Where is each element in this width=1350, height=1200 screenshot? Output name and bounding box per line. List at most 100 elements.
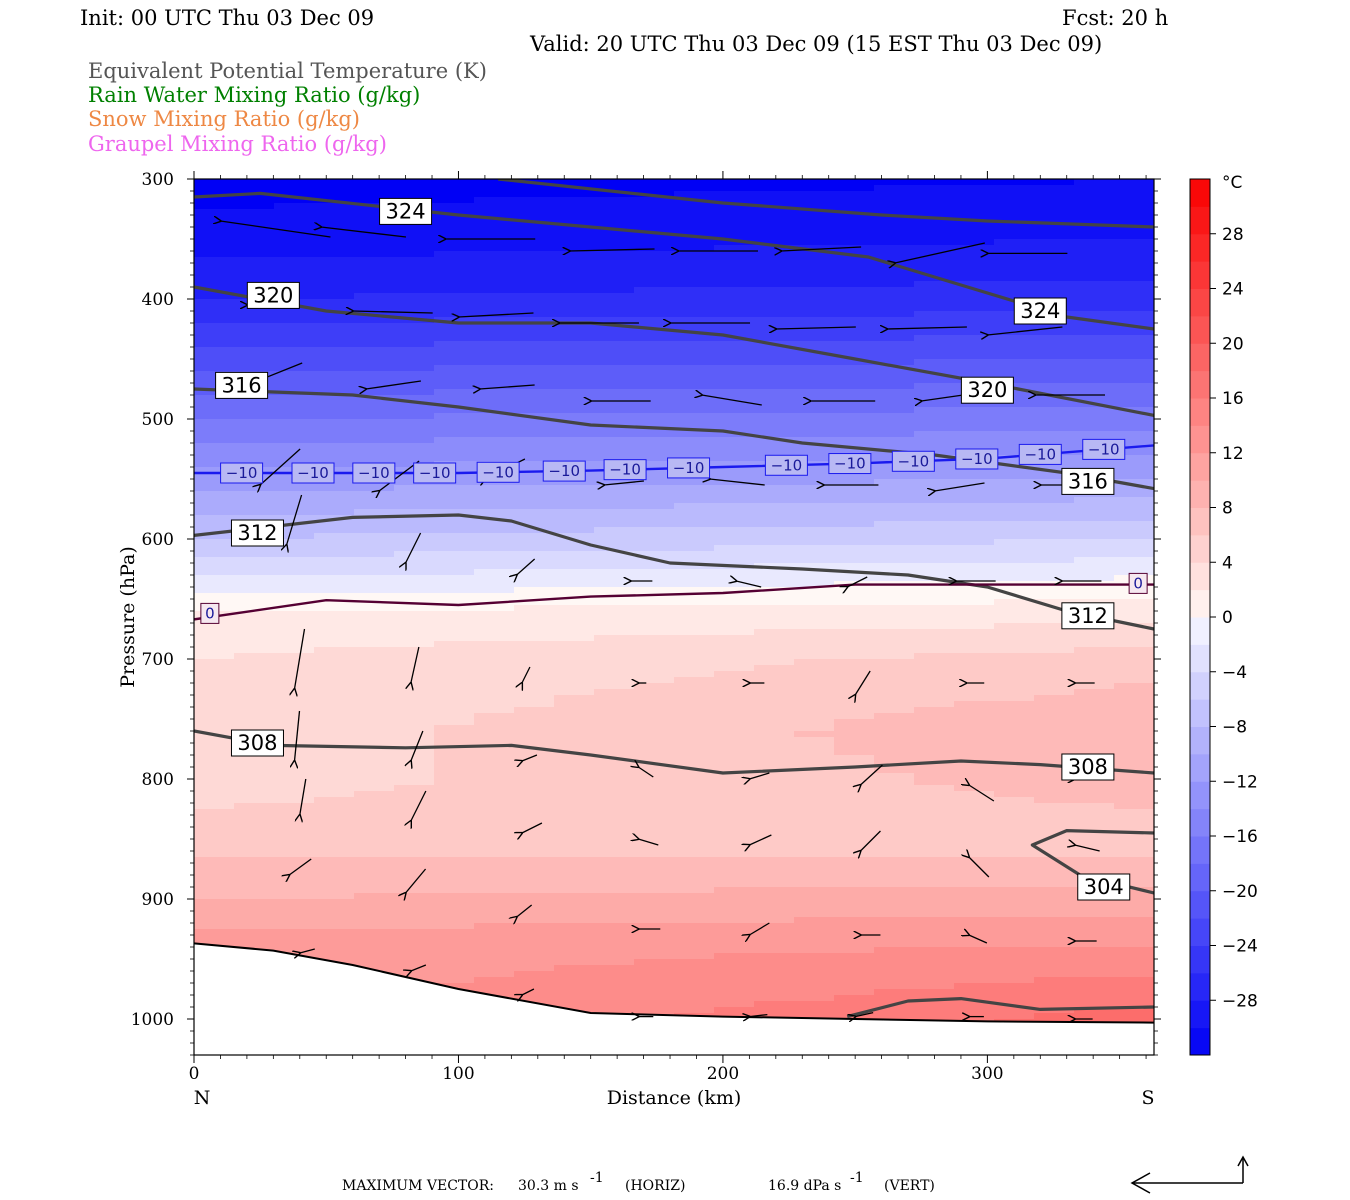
field-cell [1034, 437, 1075, 444]
colorbar-band [1190, 562, 1210, 591]
field-cell [714, 401, 755, 408]
field-cell [594, 569, 635, 576]
field-cell [194, 935, 235, 942]
field-cell [1074, 551, 1115, 558]
field-cell [514, 443, 555, 450]
field-cell [754, 785, 795, 792]
field-cell [1114, 677, 1154, 684]
field-cell [354, 563, 395, 570]
field-cell [594, 197, 635, 204]
field-cell [874, 521, 915, 528]
field-cell [194, 869, 235, 876]
field-cell [394, 437, 435, 444]
field-cell [634, 743, 675, 750]
field-cell [634, 491, 675, 498]
field-cell [394, 797, 435, 804]
field-cell [674, 509, 715, 516]
field-cell [314, 923, 355, 930]
field-cell [714, 623, 755, 630]
field-cell [554, 815, 595, 822]
field-cell [554, 647, 595, 654]
field-cell [594, 1001, 635, 1008]
field-cell [394, 809, 435, 816]
field-cell [554, 503, 595, 510]
field-cell [394, 407, 435, 414]
field-cell [594, 875, 635, 882]
field-cell [514, 659, 555, 666]
field-cell [1034, 677, 1075, 684]
field-cell [794, 821, 835, 828]
field-cell [634, 869, 675, 876]
field-cell [914, 791, 955, 798]
field-cell [594, 941, 635, 948]
field-cell [954, 257, 995, 264]
field-cell [874, 911, 915, 918]
field-cell [1034, 851, 1075, 858]
field-cell [274, 911, 315, 918]
field-cell [594, 185, 635, 192]
field-cell [1074, 281, 1115, 288]
x-right-end-label: S [1141, 1087, 1154, 1109]
field-cell [234, 335, 275, 342]
field-cell [514, 635, 555, 642]
field-cell [1114, 773, 1154, 780]
field-cell [354, 581, 395, 588]
field-cell [514, 875, 555, 882]
field-cell [434, 299, 475, 306]
wind-vector [969, 785, 995, 802]
field-cell [274, 401, 315, 408]
wind-vector [638, 767, 654, 778]
field-cell [394, 185, 435, 192]
field-cell [634, 887, 675, 894]
field-cell [314, 875, 355, 882]
field-cell [554, 359, 595, 366]
field-cell [594, 539, 635, 546]
field-cell [714, 701, 755, 708]
field-cell [234, 497, 275, 504]
field-cell [714, 713, 755, 720]
field-cell [914, 509, 955, 516]
field-cell [834, 353, 875, 360]
field-cell [714, 641, 755, 648]
field-cell [794, 509, 835, 516]
field-cell [674, 563, 715, 570]
field-cell [434, 701, 475, 708]
field-cell [1034, 749, 1075, 756]
field-cell [274, 491, 315, 498]
field-cell [474, 803, 515, 810]
field-cell [314, 917, 355, 924]
field-cell [1074, 713, 1115, 720]
field-cell [874, 593, 915, 600]
field-cell [634, 641, 675, 648]
field-cell [514, 245, 555, 252]
field-cell [314, 545, 355, 552]
field-cell [674, 335, 715, 342]
field-cell [354, 731, 395, 738]
field-cell [194, 455, 235, 462]
field-cell [554, 587, 595, 594]
field-cell [554, 809, 595, 816]
field-cell [594, 767, 635, 774]
field-cell [874, 737, 915, 744]
field-cell [1114, 935, 1154, 942]
field-cell [594, 815, 635, 822]
field-cell [314, 665, 355, 672]
field-cell [594, 389, 635, 396]
field-cell [234, 329, 275, 336]
contour-label: 320 [960, 376, 1014, 404]
field-cell [434, 329, 475, 336]
field-cell [554, 203, 595, 210]
field-cell [874, 299, 915, 306]
field-cell [434, 227, 475, 234]
field-cell [994, 977, 1035, 984]
field-cell [834, 185, 875, 192]
field-cell [594, 821, 635, 828]
field-cell [634, 587, 675, 594]
field-cell [754, 635, 795, 642]
field-cell [1114, 911, 1154, 918]
field-cell [994, 191, 1035, 198]
field-cell [514, 341, 555, 348]
field-cell [754, 1013, 795, 1020]
field-cell [754, 815, 795, 822]
